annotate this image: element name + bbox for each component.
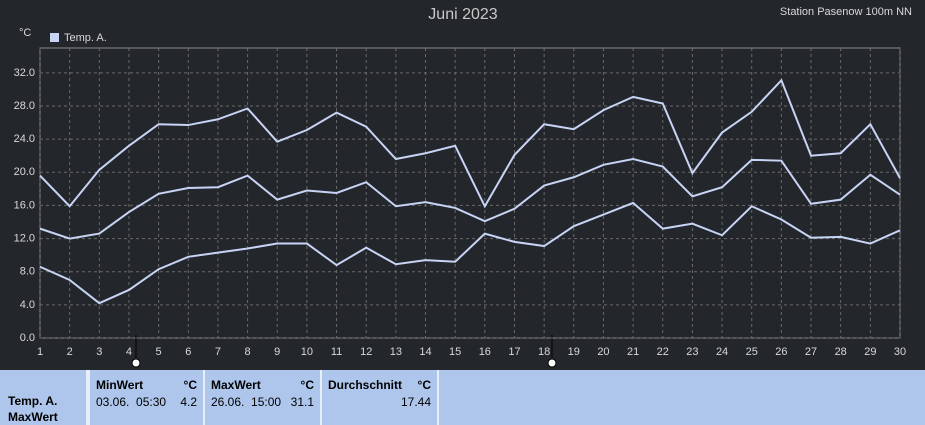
x-tick-label: 29 [864,346,876,358]
x-tick-label: 26 [775,346,787,358]
summary-cell: MinWert °C 03.06. 05:30 4.2 [88,370,205,425]
y-tick-label: 16.0 [14,199,35,211]
x-tick-label: 14 [419,346,431,358]
x-tick-label: 13 [390,346,402,358]
y-tick-label: 4.0 [20,299,35,311]
data-line [39,158,901,240]
x-tick-label: 1 [37,346,43,358]
x-tick-label: 30 [894,346,906,358]
column-value: 17.44 [400,395,431,409]
x-tick-label: 28 [835,346,847,358]
summary-label-cell: Temp. A. MaxWert [0,370,88,425]
y-tick-label: 24.0 [14,133,35,145]
x-tick-label: 19 [568,346,580,358]
x-tick-label: 11 [331,346,342,358]
y-tick-label: 28.0 [14,100,35,112]
summary-cell: MaxWert °C 26.06. 15:00 31.1 [205,370,322,425]
chart-title: Juni 2023 [428,6,497,23]
x-tick-label: 16 [479,346,491,358]
chart-subtitle: Station Pasenow 100m NN [780,6,912,18]
column-time: 26.06. 15:00 [211,395,282,409]
column-unit: °C [300,378,314,392]
max-marker [547,358,557,368]
y-tick-label: 0.0 [20,332,35,344]
series-label: Temp. A. [8,394,58,408]
x-tick-label: 7 [215,346,221,358]
column-unit: °C [417,378,431,392]
x-tick-label: 9 [274,346,280,358]
data-line [39,201,901,305]
legend-label: Temp. A. [64,32,107,44]
y-axis-label: °C [19,27,31,39]
chart: Juni 2023 Station Pasenow 100m NN °C Tem… [14,6,912,368]
x-tick-label: 27 [805,346,817,358]
x-tick-label: 3 [96,346,102,358]
column-time: 03.06. 05:30 [96,395,167,409]
column-title: MaxWert [211,378,261,392]
x-tick-label: 4 [126,346,132,358]
column-title: Durchschnitt [328,378,403,392]
data-line [39,78,901,209]
x-tick-label: 15 [449,346,461,358]
x-tick-label: 5 [156,346,162,358]
x-tick-label: 22 [657,346,669,358]
column-value: 31.1 [290,395,314,409]
x-tick-label: 17 [508,346,520,358]
column-value: 4.2 [180,395,197,409]
row-label: MaxWert [8,410,58,424]
min-marker [131,358,141,368]
x-tick-label: 21 [627,346,639,358]
x-tick-label: 12 [360,346,372,358]
legend-swatch [50,33,59,42]
x-tick-label: 6 [185,346,191,358]
x-tick-label: 2 [67,346,73,358]
x-tick-label: 10 [301,346,313,358]
column-unit: °C [183,378,197,392]
x-tick-label: 20 [597,346,609,358]
summary-panel: Temp. A. MaxWert MinWert °C 03.06. 05:30 4.… [0,370,925,425]
y-tick-label: 8.0 [20,266,35,278]
column-title: MinWert [96,378,144,392]
x-tick-label: 18 [538,346,550,358]
x-tick-label: 24 [716,346,728,358]
y-tick-label: 32.0 [14,67,35,79]
y-tick-label: 12.0 [14,232,35,244]
x-tick-label: 8 [245,346,251,358]
x-tick-label: 23 [686,346,698,358]
summary-cell: Durchschnitt °C 17.44 [322,370,439,425]
x-tick-label: 25 [746,346,758,358]
y-tick-label: 20.0 [14,166,35,178]
